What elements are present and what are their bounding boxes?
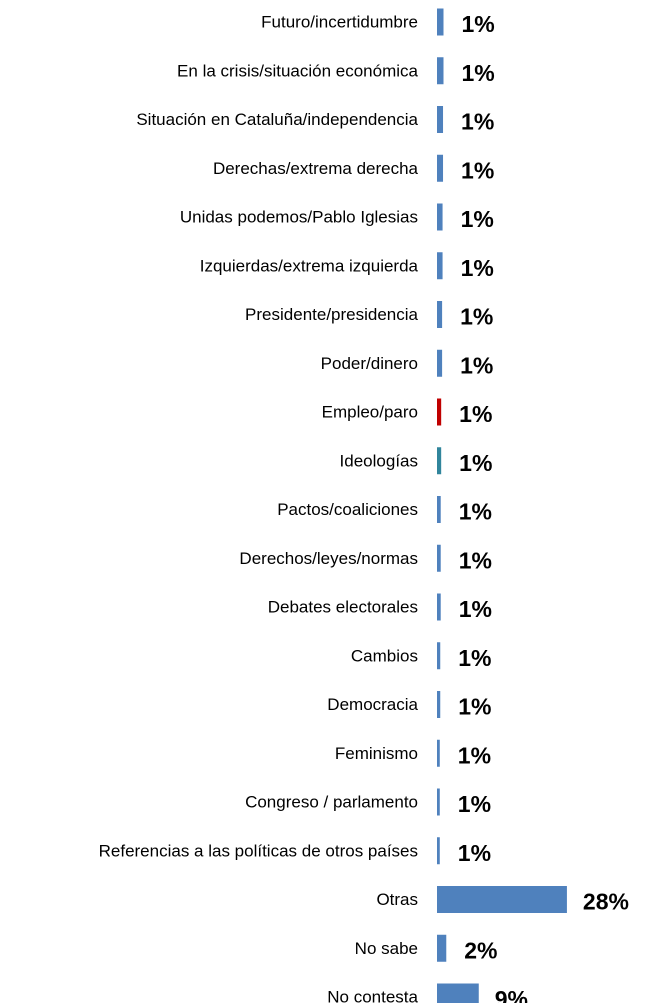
- value-label-presidente-presidencia: 1%: [460, 304, 493, 330]
- bar-derechos-leyes-normas: [437, 544, 441, 572]
- value-label-ideologias: 1%: [459, 450, 492, 476]
- value-label-en-la-crisis-situacion-economica: 1%: [461, 60, 494, 86]
- bar-debates-electorales: [437, 593, 441, 621]
- bar-congreso-parlamento: [437, 788, 440, 816]
- value-label-congreso-parlamento: 1%: [458, 791, 491, 817]
- category-label-otras: Otras: [376, 890, 418, 909]
- category-label-debates-electorales: Debates electorales: [268, 598, 418, 617]
- category-label-ideologias: Ideologías: [340, 451, 418, 470]
- value-label-izquierdas-extrema-izquierda: 1%: [461, 255, 494, 281]
- bar-no-contesta: [437, 983, 479, 1003]
- bar-futuro-incertidumbre: [437, 8, 444, 36]
- value-label-cambios: 1%: [458, 645, 491, 671]
- value-label-referencias-a-las-politicas-de-otros-paises: 1%: [458, 840, 491, 866]
- category-label-pactos-coaliciones: Pactos/coaliciones: [277, 500, 418, 519]
- value-label-otras: 28%: [583, 889, 629, 915]
- bar-poder-dinero: [437, 349, 443, 377]
- category-label-poder-dinero: Poder/dinero: [321, 354, 418, 373]
- value-label-debates-electorales: 1%: [459, 596, 492, 622]
- bar-derechas-extrema-derecha: [437, 154, 444, 182]
- category-label-derechos-leyes-normas: Derechos/leyes/normas: [239, 549, 418, 568]
- category-label-presidente-presidencia: Presidente/presidencia: [245, 305, 418, 324]
- value-label-derechas-extrema-derecha: 1%: [461, 157, 494, 183]
- value-label-situacion-en-cataluna-independencia: 1%: [461, 109, 494, 135]
- value-label-democracia: 1%: [458, 694, 491, 720]
- category-label-futuro-incertidumbre: Futuro/incertidumbre: [261, 13, 418, 32]
- bar-feminismo: [437, 739, 440, 767]
- value-label-feminismo: 1%: [458, 742, 491, 768]
- category-label-no-contesta: No contesta: [327, 988, 418, 1003]
- bar-empleo-paro: [437, 398, 442, 426]
- category-label-democracia: Democracia: [327, 695, 418, 714]
- value-label-poder-dinero: 1%: [460, 352, 493, 378]
- category-label-izquierdas-extrema-izquierda: Izquierdas/extrema izquierda: [200, 256, 419, 275]
- bar-ideologias: [437, 447, 442, 475]
- category-label-unidas-podemos-pablo-iglesias: Unidas podemos/Pablo Iglesias: [180, 208, 418, 227]
- bar-unidas-podemos-pablo-iglesias: [437, 203, 443, 231]
- category-label-congreso-parlamento: Congreso / parlamento: [245, 793, 418, 812]
- category-label-empleo-paro: Empleo/paro: [322, 403, 418, 422]
- category-label-referencias-a-las-politicas-de-otros-paises: Referencias a las políticas de otros paí…: [99, 841, 418, 860]
- value-label-empleo-paro: 1%: [459, 401, 492, 427]
- bar-referencias-a-las-politicas-de-otros-paises: [437, 837, 440, 865]
- category-label-situacion-en-cataluna-independencia: Situación en Cataluña/independencia: [136, 110, 418, 129]
- value-label-unidas-podemos-pablo-iglesias: 1%: [461, 206, 494, 232]
- bar-izquierdas-extrema-izquierda: [437, 252, 443, 280]
- value-label-derechos-leyes-normas: 1%: [459, 547, 492, 573]
- value-label-no-contesta: 9%: [495, 986, 528, 1003]
- category-label-derechas-extrema-derecha: Derechas/extrema derecha: [213, 159, 419, 178]
- bar-no-sabe: [437, 934, 447, 962]
- bar-pactos-coaliciones: [437, 496, 441, 523]
- value-label-pactos-coaliciones: 1%: [459, 499, 492, 525]
- value-label-no-sabe: 2%: [464, 937, 497, 963]
- category-label-en-la-crisis-situacion-economica: En la crisis/situación económica: [177, 61, 418, 80]
- value-label-futuro-incertidumbre: 1%: [461, 11, 494, 37]
- bar-cambios: [437, 642, 441, 670]
- bar-presidente-presidencia: [437, 301, 443, 328]
- bar-otras: [437, 886, 567, 913]
- category-label-cambios: Cambios: [351, 646, 418, 665]
- category-label-no-sabe: No sabe: [355, 939, 418, 958]
- bar-democracia: [437, 691, 441, 718]
- category-label-feminismo: Feminismo: [335, 744, 418, 763]
- bar-en-la-crisis-situacion-economica: [437, 57, 444, 85]
- bar-situacion-en-cataluna-independencia: [437, 106, 444, 133]
